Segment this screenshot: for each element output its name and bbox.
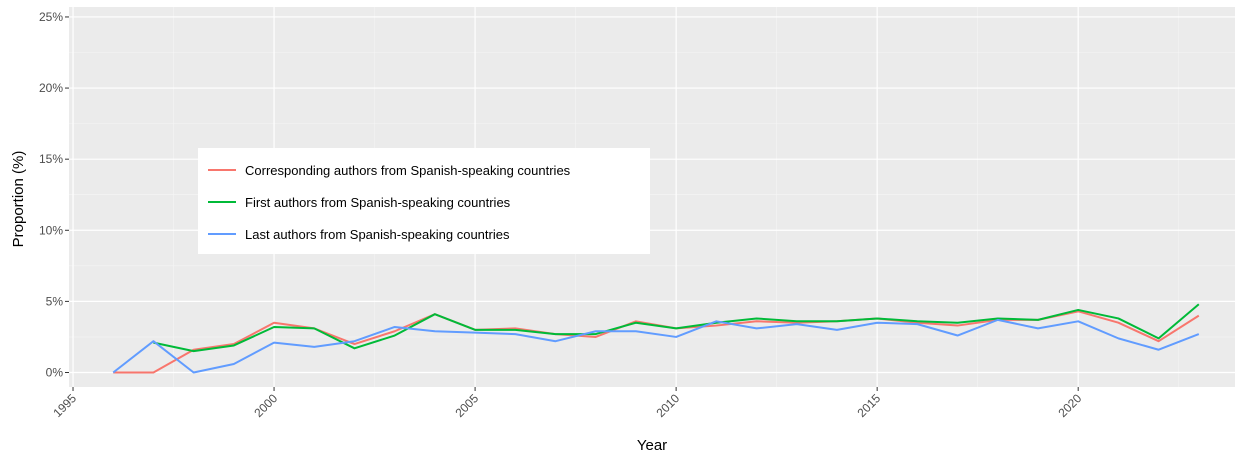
y-tick-label-25: 25%: [39, 10, 63, 24]
legend-label-3: Last authors from Spanish-speaking count…: [245, 227, 510, 242]
y-axis: 0% 5% 10% 15% 20% 25%: [39, 10, 69, 379]
x-tick-label-1995: 1995: [50, 391, 79, 420]
x-axis: 1995 2000 2005 2010 2015 2020: [50, 387, 1085, 420]
x-tick-label-2010: 2010: [653, 391, 682, 420]
legend-box: [198, 148, 650, 254]
y-tick-label-5: 5%: [46, 294, 64, 308]
x-tick-label-2000: 2000: [251, 391, 280, 420]
series-line-2: [153, 303, 1200, 353]
x-tick-label-2005: 2005: [452, 391, 481, 420]
x-tick-label-2020: 2020: [1056, 391, 1085, 420]
y-tick-label-20: 20%: [39, 81, 63, 95]
legend: Corresponding authors from Spanish-speak…: [198, 148, 650, 254]
y-tick-label-0: 0%: [46, 365, 64, 379]
series-line-3: [112, 318, 1200, 374]
x-axis-title: Year: [637, 437, 667, 454]
y-tick-label-15: 15%: [39, 152, 63, 166]
y-axis-title: Proportion (%): [10, 151, 27, 248]
legend-label-2: First authors from Spanish-speaking coun…: [245, 195, 511, 210]
legend-label-1: Corresponding authors from Spanish-speak…: [245, 163, 571, 178]
series-lines: [112, 303, 1200, 374]
x-tick-label-2015: 2015: [854, 391, 883, 420]
y-tick-label-10: 10%: [39, 223, 63, 237]
